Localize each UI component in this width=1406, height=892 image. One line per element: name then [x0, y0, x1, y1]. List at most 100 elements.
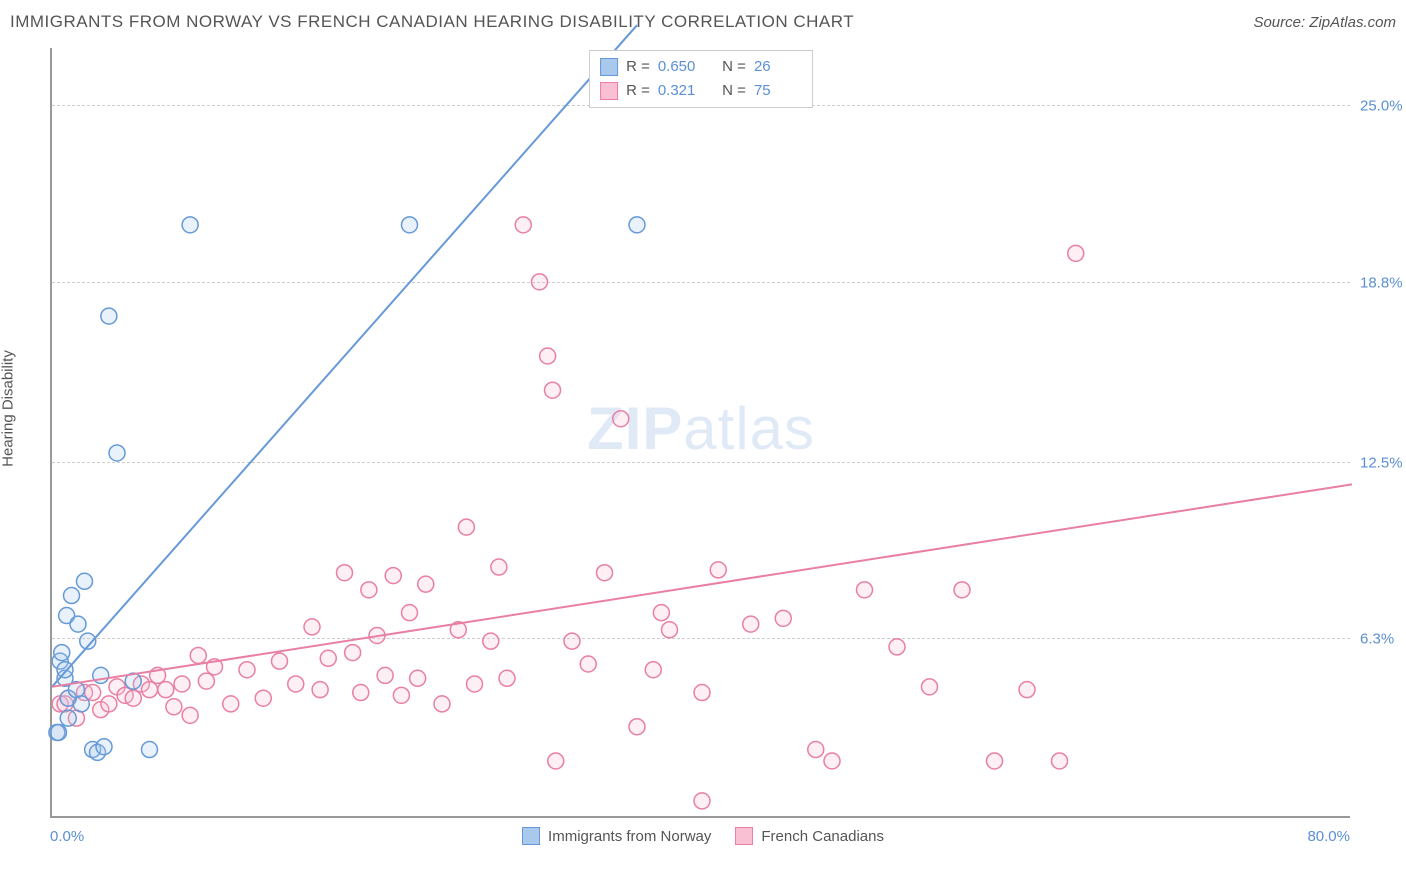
scatter-plot-svg [52, 48, 1352, 818]
data-point [255, 690, 271, 706]
data-point [775, 610, 791, 626]
data-point [548, 753, 564, 769]
data-point [597, 565, 613, 581]
data-point [182, 217, 198, 233]
data-point [491, 559, 507, 575]
data-point [889, 639, 905, 655]
data-point [353, 685, 369, 701]
data-point [613, 411, 629, 427]
data-point [580, 656, 596, 672]
data-point [361, 582, 377, 598]
legend-item-french: French Canadians [735, 827, 884, 845]
data-point [540, 348, 556, 364]
data-point [239, 662, 255, 678]
source-label: Source: ZipAtlas.com [1253, 14, 1396, 31]
data-point [532, 274, 548, 290]
data-point [410, 670, 426, 686]
series-legend: Immigrants from Norway French Canadians [0, 827, 1406, 845]
data-point [954, 582, 970, 598]
data-point [1052, 753, 1068, 769]
r-value: 0.321 [658, 79, 706, 103]
data-point [345, 645, 361, 661]
data-point [60, 710, 76, 726]
data-point [337, 565, 353, 581]
data-point [808, 742, 824, 758]
data-point [467, 676, 483, 692]
data-point [987, 753, 1003, 769]
data-point [694, 685, 710, 701]
r-label: R = [626, 55, 650, 79]
data-point [564, 633, 580, 649]
data-point [174, 676, 190, 692]
data-point [182, 707, 198, 723]
data-point [73, 696, 89, 712]
data-point [101, 696, 117, 712]
data-point [377, 667, 393, 683]
data-point [158, 682, 174, 698]
data-point [51, 724, 67, 740]
correlation-legend-row: R = 0.650 N = 26 [600, 55, 802, 79]
data-point [645, 662, 661, 678]
data-point [710, 562, 726, 578]
data-point [125, 690, 141, 706]
data-point [223, 696, 239, 712]
correlation-legend-row: R = 0.321 N = 75 [600, 79, 802, 103]
legend-swatch [600, 82, 618, 100]
data-point [743, 616, 759, 632]
n-label: N = [714, 79, 746, 103]
n-value: 26 [754, 55, 802, 79]
legend-swatch [600, 58, 618, 76]
data-point [64, 588, 80, 604]
data-point [499, 670, 515, 686]
data-point [320, 650, 336, 666]
correlation-legend: R = 0.650 N = 26 R = 0.321 N = 75 [589, 50, 813, 108]
n-value: 75 [754, 79, 802, 103]
data-point [653, 605, 669, 621]
trend-line [52, 484, 1352, 686]
data-point [515, 217, 531, 233]
y-tick-label: 6.3% [1360, 631, 1394, 648]
data-point [288, 676, 304, 692]
data-point [629, 719, 645, 735]
data-point [190, 647, 206, 663]
chart-header: IMMIGRANTS FROM NORWAY VS FRENCH CANADIA… [10, 12, 1396, 32]
data-point [434, 696, 450, 712]
data-point [77, 573, 93, 589]
data-point [402, 217, 418, 233]
r-label: R = [626, 79, 650, 103]
y-axis-label: Hearing Disability [0, 350, 17, 467]
data-point [545, 382, 561, 398]
r-value: 0.650 [658, 55, 706, 79]
data-point [109, 445, 125, 461]
data-point [101, 308, 117, 324]
data-point [312, 682, 328, 698]
data-point [385, 568, 401, 584]
data-point [1068, 245, 1084, 261]
data-point [662, 622, 678, 638]
data-point [304, 619, 320, 635]
data-point [393, 687, 409, 703]
data-point [1019, 682, 1035, 698]
plot-area: ZIPatlas 6.3%12.5%18.8%25.0% R = 0.650 N… [50, 48, 1350, 818]
data-point [857, 582, 873, 598]
data-point [198, 673, 214, 689]
data-point [70, 616, 86, 632]
data-point [824, 753, 840, 769]
data-point [458, 519, 474, 535]
data-point [54, 645, 70, 661]
legend-label-french: French Canadians [761, 828, 884, 845]
y-tick-label: 12.5% [1360, 454, 1403, 471]
legend-swatch-french [735, 827, 753, 845]
data-point [694, 793, 710, 809]
data-point [922, 679, 938, 695]
data-point [142, 742, 158, 758]
chart-container: ZIPatlas 6.3%12.5%18.8%25.0% R = 0.650 N… [50, 48, 1350, 818]
data-point [166, 699, 182, 715]
data-point [402, 605, 418, 621]
data-point [96, 739, 112, 755]
n-label: N = [714, 55, 746, 79]
data-point [142, 682, 158, 698]
data-point [272, 653, 288, 669]
y-tick-label: 25.0% [1360, 98, 1403, 115]
legend-item-norway: Immigrants from Norway [522, 827, 711, 845]
